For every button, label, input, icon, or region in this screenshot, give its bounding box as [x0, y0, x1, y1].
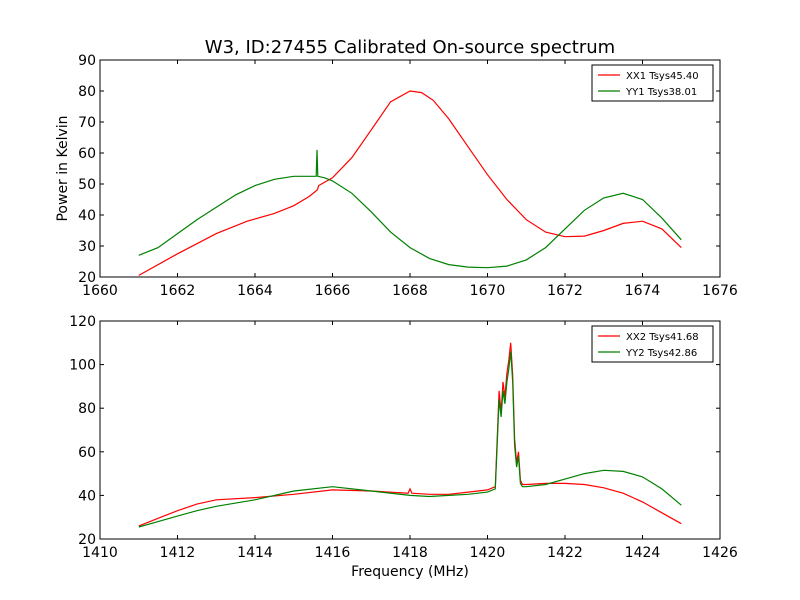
top-panel-xx1-yy1: 1660 1662 1664 1666 1668 1670 1672 1674 1676 20 30…: [55, 53, 738, 299]
y-tick-label: 70: [78, 115, 96, 131]
x-tick-label: 1416: [315, 545, 351, 561]
y-tick-label: 30: [78, 239, 96, 255]
x-axis-label: Frequency (MHz): [351, 564, 469, 580]
y-tick-label: 40: [78, 208, 96, 224]
x-tick-label: 1674: [625, 283, 661, 299]
x-tick-label: 1424: [625, 545, 661, 561]
y-tick-label: 120: [69, 314, 96, 330]
y-tick-label: 50: [78, 177, 96, 193]
series-line-2: [138, 351, 682, 528]
x-tick-label: 1668: [392, 283, 428, 299]
y-tick-label: 60: [78, 445, 96, 461]
x-tick-label: 1670: [470, 283, 506, 299]
x-tick-label: 1676: [702, 283, 738, 299]
y-tick-label: 100: [69, 358, 96, 374]
x-tick-label: 1666: [315, 283, 351, 299]
series-line-1: [138, 90, 682, 276]
x-tick-label: 1412: [160, 545, 196, 561]
x-tick-label: 1426: [702, 545, 738, 561]
y-tick-label: 40: [78, 488, 96, 504]
y-tick-label: 20: [78, 270, 96, 286]
legend-label: YY1 Tsys38.01: [625, 87, 697, 98]
x-tick-label: 1420: [470, 545, 506, 561]
x-tick-label: 1664: [237, 283, 273, 299]
bottom-panel-xx2-yy2: 1410 1412 1414 1416 1418 1420 1422 1424 1426 20 40…: [69, 314, 738, 580]
legend-label: XX1 Tsys45.40: [626, 71, 699, 82]
x-tick-label: 1662: [160, 283, 196, 299]
legend-label: YY2 Tsys42.86: [625, 348, 697, 359]
series-line-2: [138, 149, 682, 269]
x-tick-label: 1672: [547, 283, 583, 299]
x-tick-label: 1660: [82, 283, 118, 299]
legend-label: XX2 Tsys41.68: [626, 332, 699, 343]
figure-title: W3, ID:27455 Calibrated On-source spectr…: [205, 37, 615, 58]
y-axis-label: Power in Kelvin: [55, 115, 71, 221]
y-tick-label: 20: [78, 532, 96, 548]
x-tick-label: 1418: [392, 545, 428, 561]
y-tick-label: 90: [78, 53, 96, 69]
y-tick-label: 80: [78, 84, 96, 100]
legend-box: [591, 64, 714, 102]
x-tick-label: 1410: [82, 545, 118, 561]
y-tick-label: 80: [78, 401, 96, 417]
y-tick-label: 60: [78, 146, 96, 162]
x-tick-label: 1422: [547, 545, 583, 561]
series-line-1: [138, 342, 682, 527]
legend-box: [591, 325, 714, 363]
x-tick-label: 1414: [237, 545, 273, 561]
